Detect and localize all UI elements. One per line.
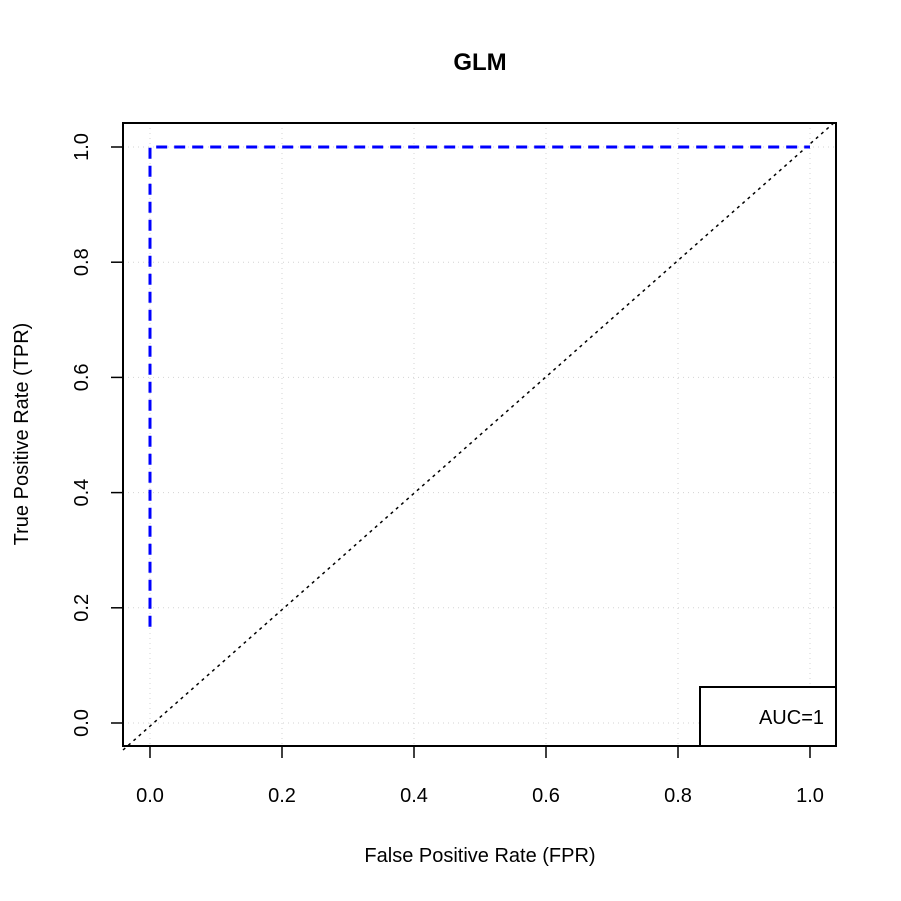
roc-curve-line	[148, 145, 810, 627]
diagonal-reference-layer	[122, 120, 837, 751]
x-axis-label: False Positive Rate (FPR)	[364, 845, 595, 867]
y-tick-label: 0.4	[71, 479, 93, 507]
legend-auc-text: AUC=1	[759, 707, 824, 729]
y-tick-label: 0.6	[71, 363, 93, 391]
x-tick-label: 1.0	[796, 785, 824, 807]
legend: AUC=1	[699, 686, 837, 747]
x-tick-label: 0.8	[664, 785, 692, 807]
y-axis-label: True Positive Rate (TPR)	[11, 323, 33, 546]
chart-title: GLM	[453, 49, 506, 76]
y-tick-label: 1.0	[71, 133, 93, 161]
x-tick-label: 0.2	[268, 785, 296, 807]
x-tick-label: 0.0	[136, 785, 164, 807]
y-tick-label: 0.8	[71, 248, 93, 276]
plot-frame	[122, 122, 837, 747]
x-tick-label: 0.6	[532, 785, 560, 807]
y-tick-label: 0.0	[71, 709, 93, 737]
y-tick-label: 0.2	[71, 594, 93, 622]
x-tick-label: 0.4	[400, 785, 428, 807]
diagonal-reference-line	[122, 120, 837, 751]
y-axis: 0.0 0.2 0.4 0.6 0.8 1.0	[71, 133, 123, 737]
x-axis: 0.0 0.2 0.4 0.6 0.8 1.0	[136, 746, 824, 807]
legend-box	[699, 686, 837, 747]
series-layer	[148, 145, 810, 627]
